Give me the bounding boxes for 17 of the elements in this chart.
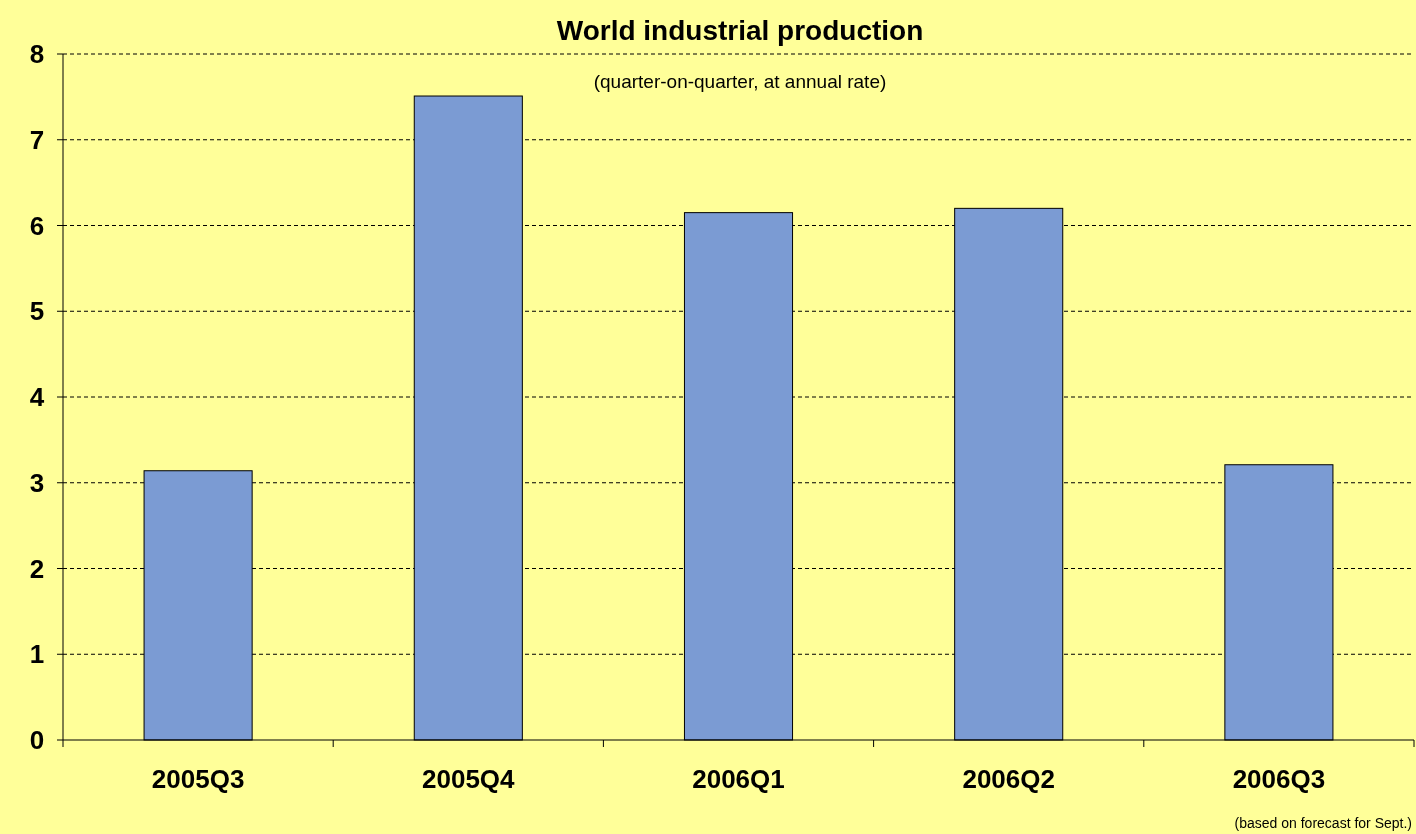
y-tick-label: 0	[29, 725, 45, 756]
text: (based on forecast for Sept.)	[1234, 815, 1412, 831]
x-tick-label: 2005Q4	[422, 764, 516, 794]
y-tick-label: 8	[29, 39, 45, 70]
y-tick-label: 7	[29, 124, 45, 155]
y-tick-label: 4	[29, 382, 45, 413]
x-tick-label: 2006Q1	[692, 764, 785, 794]
x-tick-label: 2006Q2	[962, 764, 1055, 794]
y-tick-label: 3	[29, 467, 45, 498]
y-tick-label: 1	[29, 639, 45, 670]
y-tick-label: 2	[29, 553, 45, 584]
x-tick-label: 2006Q3	[1232, 764, 1326, 794]
y-tick-label: 5	[29, 296, 45, 327]
chart-title: World industrial production	[556, 15, 924, 46]
x-tick-label: 2005Q3	[151, 764, 245, 794]
text: (quarter-on-quarter, at annual rate)	[593, 71, 887, 92]
y-tick-label: 6	[29, 210, 45, 241]
